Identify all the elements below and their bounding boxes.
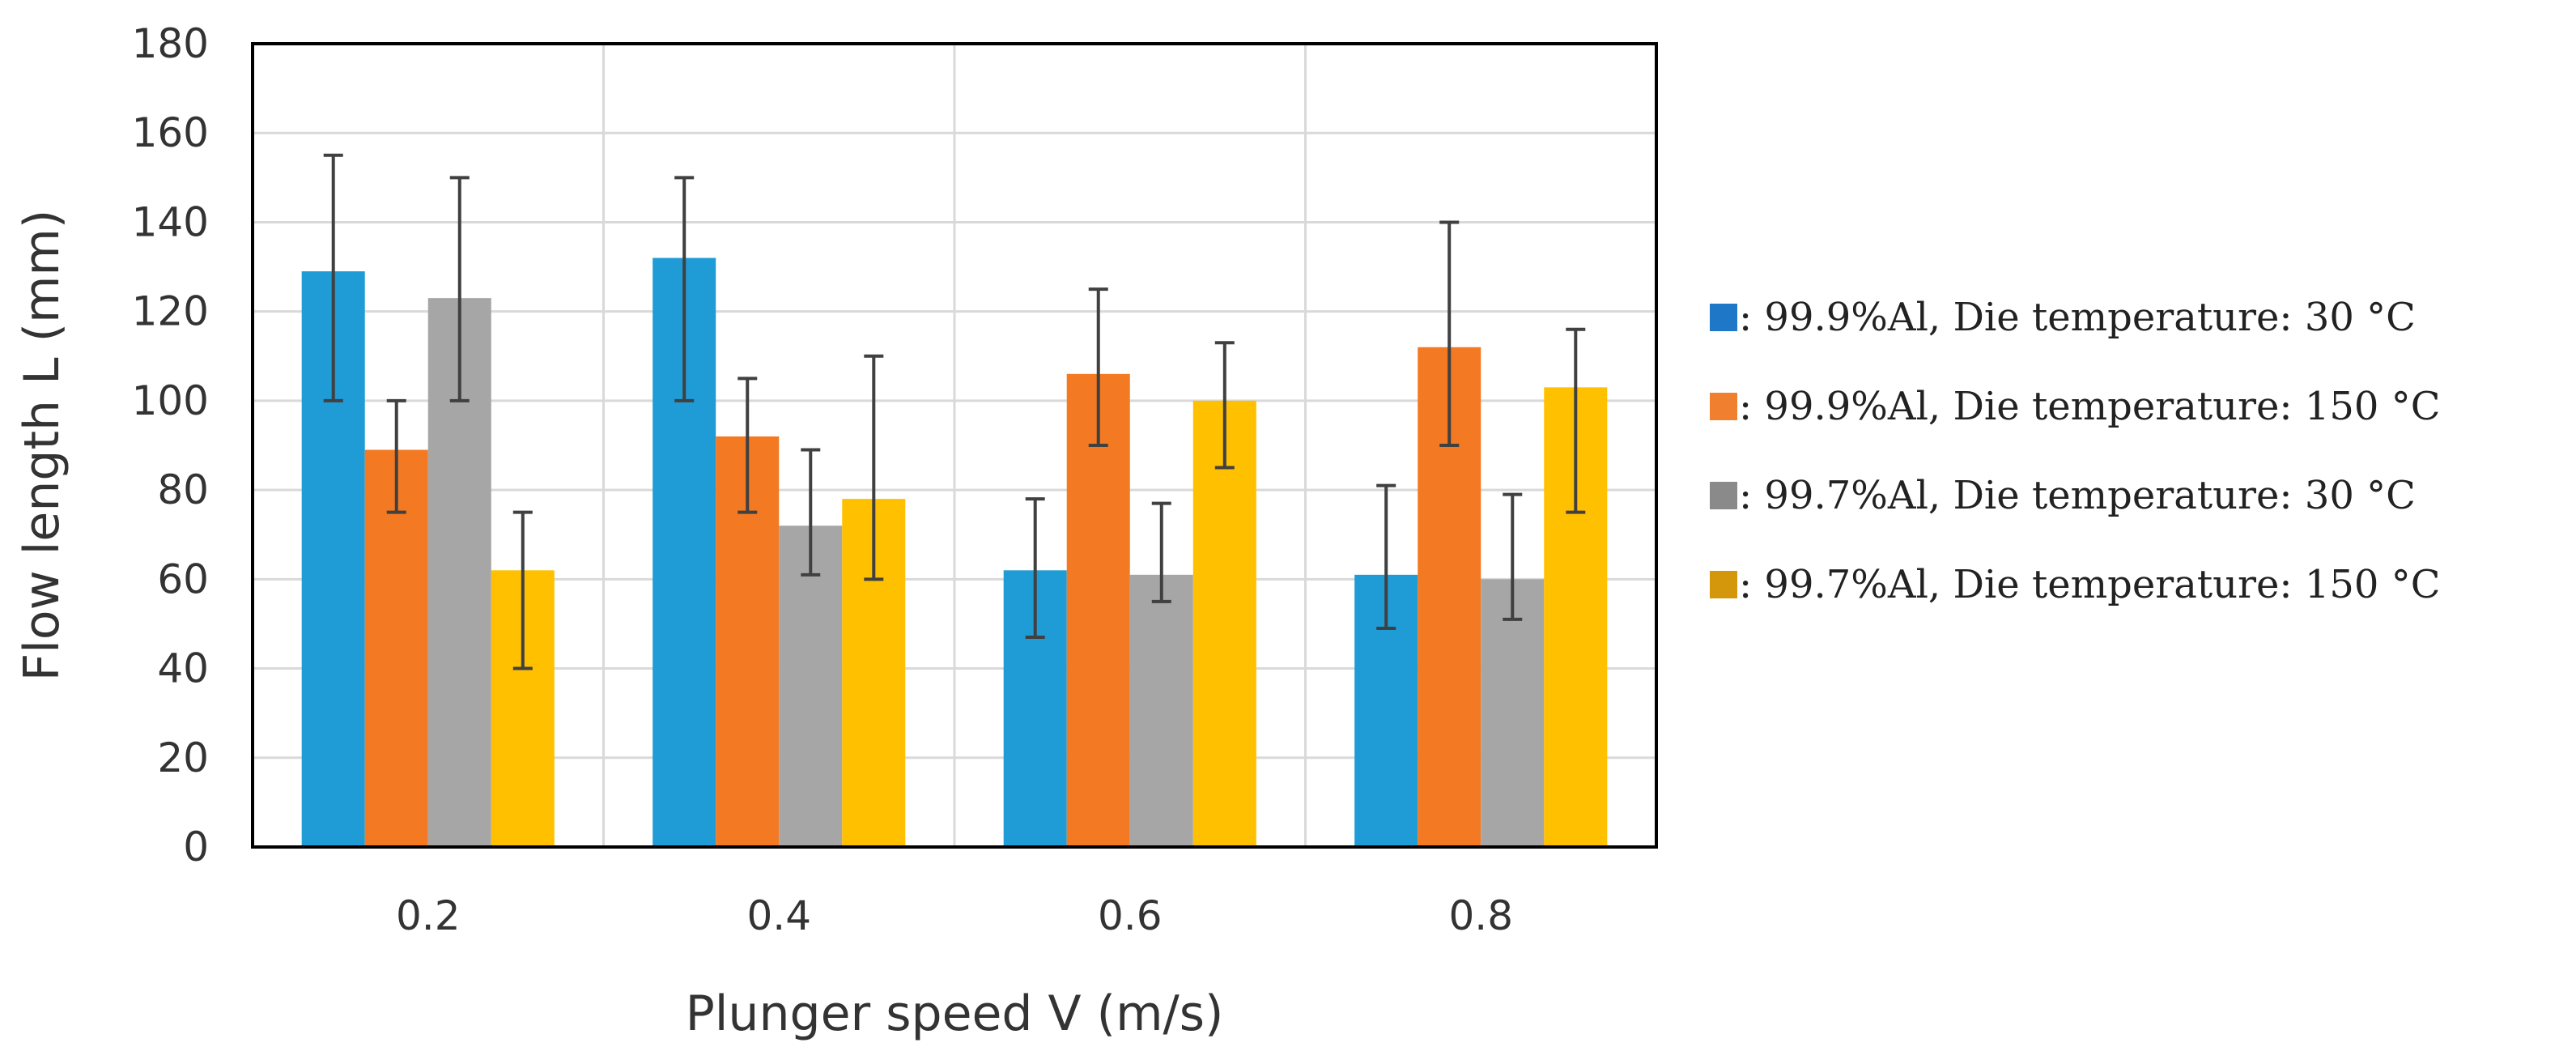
x-tick-labels: 0.2 0.4 0.6 0.8 (396, 892, 1513, 939)
x-tick-label: 0.2 (396, 892, 461, 939)
y-axis-title: Flow length L (mm) (14, 210, 70, 682)
bar (1192, 400, 1256, 847)
x-tick-label: 0.8 (1448, 892, 1513, 939)
bar (1066, 373, 1130, 847)
legend-label: : 99.9%Al, Die temperature: 150 °C (1739, 384, 2440, 429)
y-tick-label: 0 (183, 824, 209, 870)
y-tick-label: 100 (132, 377, 209, 424)
bars (301, 257, 1608, 848)
y-tick-label: 180 (132, 20, 209, 67)
error-bars (323, 153, 1586, 670)
y-tick-label: 80 (157, 466, 209, 513)
y-tick-label: 160 (132, 109, 209, 156)
legend-swatch (1710, 304, 1737, 331)
legend-swatch (1710, 571, 1737, 598)
x-tick-label: 0.4 (746, 892, 811, 939)
legend-label: : 99.7%Al, Die temperature: 150 °C (1739, 562, 2440, 607)
x-tick-label: 0.6 (1098, 892, 1163, 939)
legend: : 99.9%Al, Die temperature: 30 °C : 99.9%… (1710, 295, 2440, 607)
bar (1129, 574, 1193, 847)
y-tick-label: 20 (157, 734, 209, 781)
y-tick-label: 40 (157, 645, 209, 692)
y-tick-label: 140 (132, 198, 209, 245)
legend-swatch (1710, 393, 1737, 420)
legend-label: : 99.9%Al, Die temperature: 30 °C (1739, 295, 2416, 340)
y-tick-label: 60 (157, 555, 209, 602)
x-axis-title: Plunger speed V (m/s) (686, 985, 1224, 1042)
bar (364, 449, 428, 847)
legend-label: : 99.7%Al, Die temperature: 30 °C (1739, 473, 2416, 518)
legend-swatch (1710, 482, 1737, 509)
y-tick-label: 120 (132, 288, 209, 335)
plot-frame (251, 42, 1658, 849)
y-tick-labels: 0 20 40 60 80 100 120 140 160 180 (132, 20, 209, 870)
bar (1481, 579, 1545, 847)
bar (779, 526, 843, 847)
